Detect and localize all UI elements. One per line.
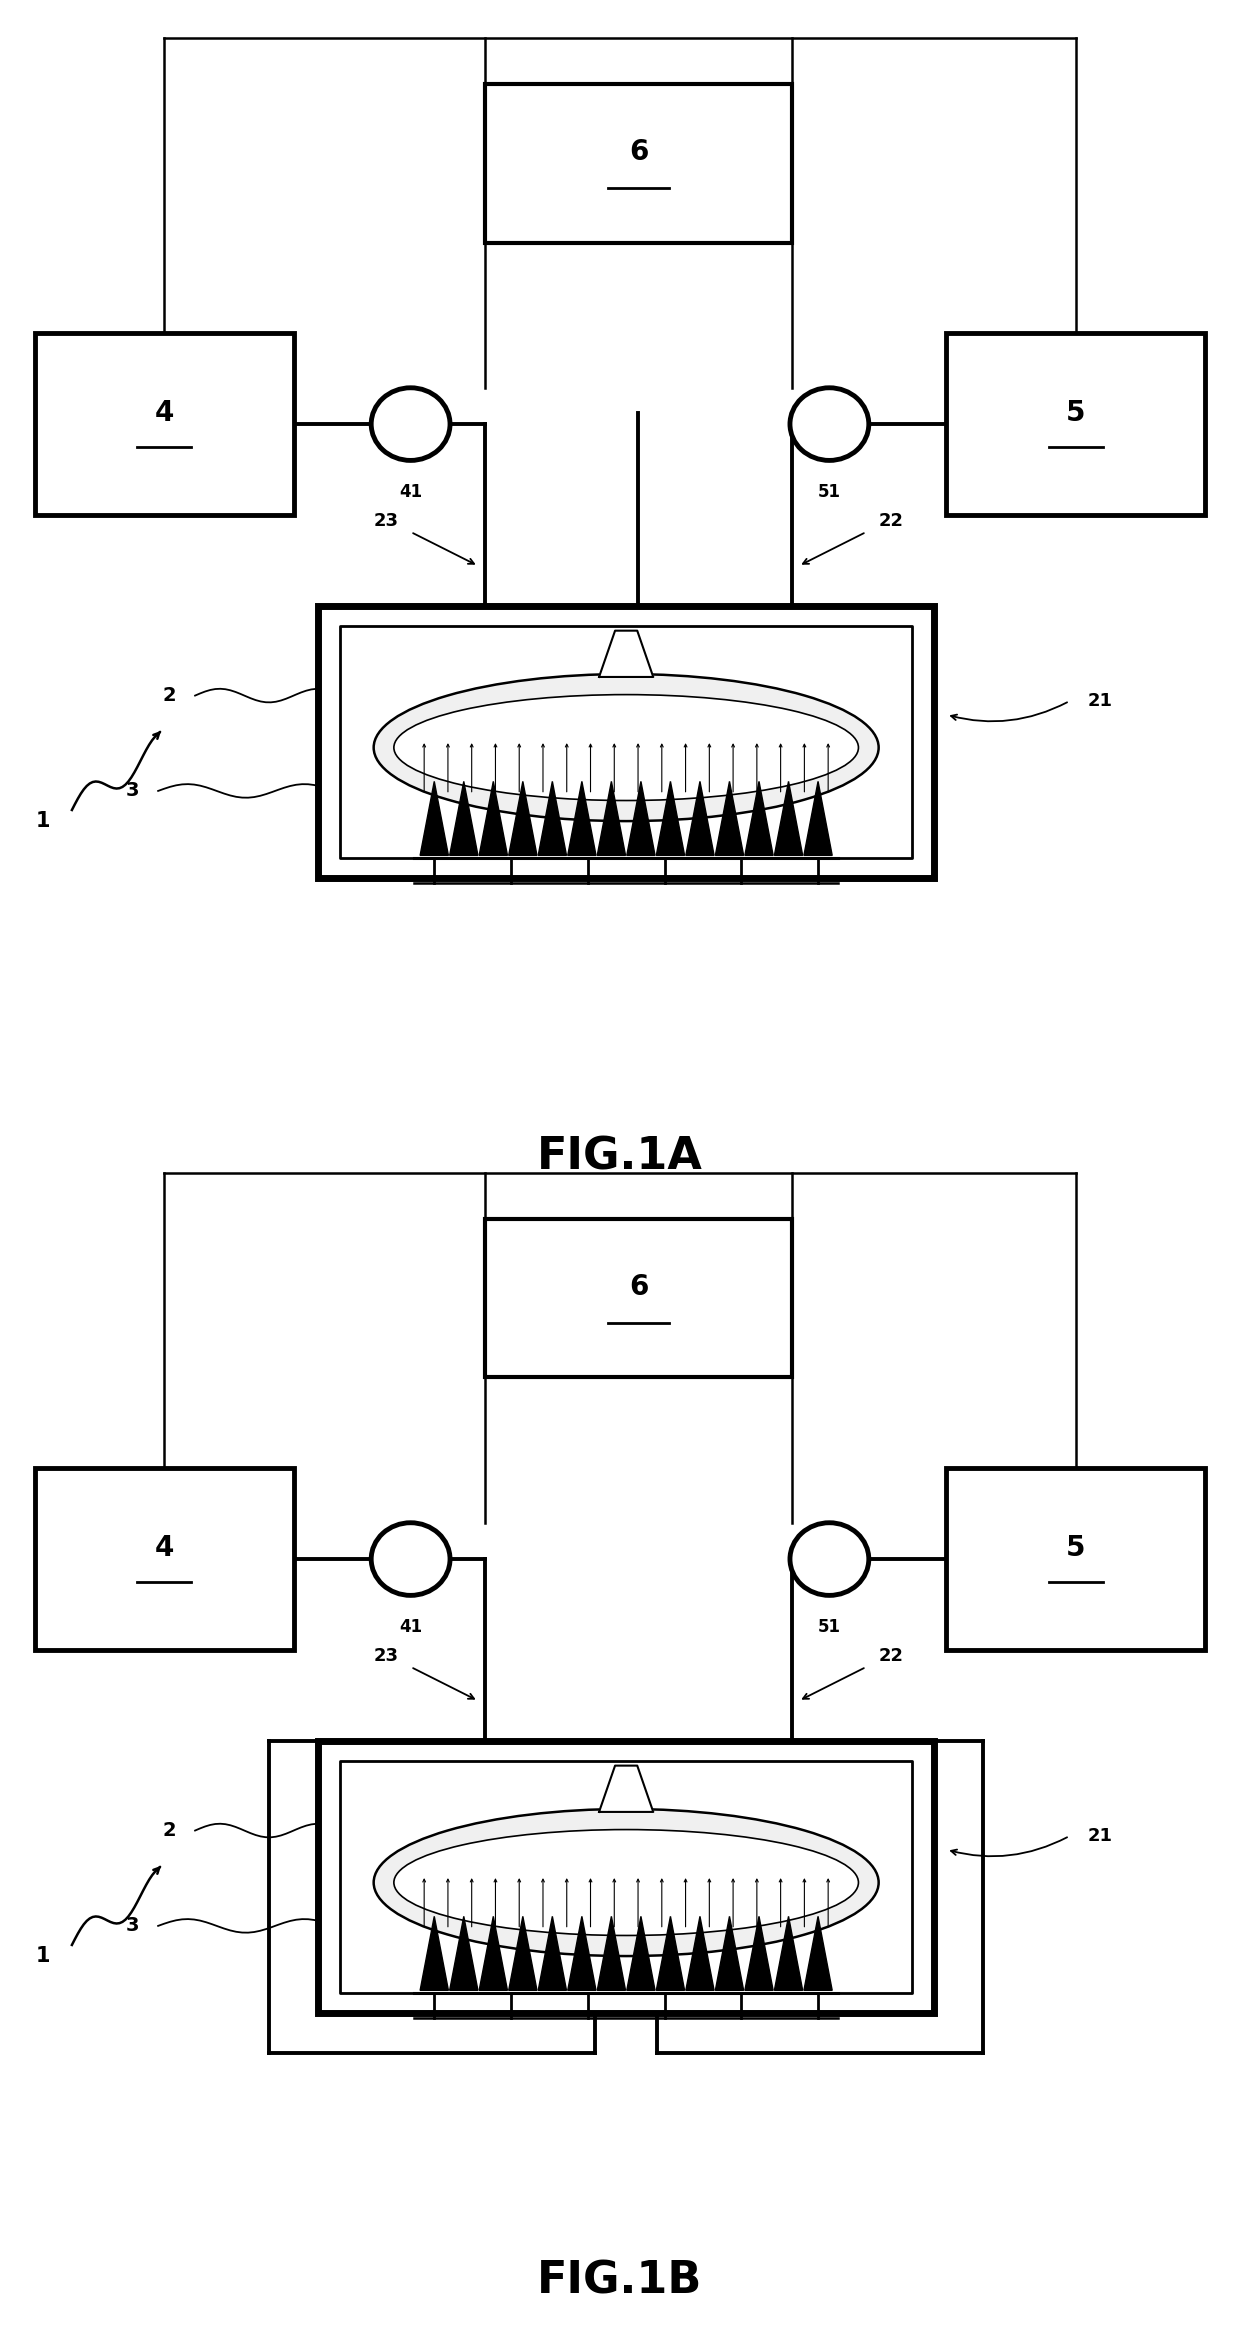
Polygon shape <box>599 1765 653 1812</box>
Polygon shape <box>420 782 449 855</box>
Text: 51: 51 <box>818 483 841 502</box>
Ellipse shape <box>373 1810 879 1957</box>
Polygon shape <box>479 782 507 855</box>
Ellipse shape <box>394 693 858 801</box>
Polygon shape <box>804 782 832 855</box>
Text: 51: 51 <box>818 1618 841 1637</box>
Polygon shape <box>598 1917 625 1989</box>
Polygon shape <box>450 782 477 855</box>
Polygon shape <box>450 1917 477 1989</box>
Bar <box>319 605 934 878</box>
Text: 5: 5 <box>1066 1534 1085 1562</box>
Polygon shape <box>745 1917 774 1989</box>
Text: 4: 4 <box>155 399 174 427</box>
Text: 22: 22 <box>879 511 904 530</box>
Bar <box>485 84 792 243</box>
Bar <box>485 1219 792 1378</box>
Text: 1: 1 <box>35 1947 50 1966</box>
Polygon shape <box>775 1917 802 1989</box>
Polygon shape <box>775 782 802 855</box>
Circle shape <box>371 388 450 460</box>
Bar <box>946 1469 1205 1651</box>
Polygon shape <box>568 1917 596 1989</box>
Polygon shape <box>715 782 744 855</box>
Bar <box>341 1761 911 1992</box>
Polygon shape <box>508 782 537 855</box>
Polygon shape <box>715 1917 744 1989</box>
Text: 41: 41 <box>399 483 422 502</box>
Polygon shape <box>686 782 714 855</box>
Ellipse shape <box>373 675 879 822</box>
Circle shape <box>790 1522 869 1595</box>
Polygon shape <box>686 1917 714 1989</box>
Polygon shape <box>538 1917 567 1989</box>
Polygon shape <box>626 782 655 855</box>
Polygon shape <box>538 782 567 855</box>
Polygon shape <box>656 1917 684 1989</box>
Text: 6: 6 <box>629 138 649 166</box>
Text: 6: 6 <box>629 1273 649 1301</box>
Text: 23: 23 <box>373 1646 398 1665</box>
Text: 21: 21 <box>1087 691 1114 710</box>
Bar <box>35 1469 294 1651</box>
Ellipse shape <box>394 1831 858 1936</box>
Bar <box>319 1740 934 2013</box>
Text: 1: 1 <box>35 810 50 831</box>
Polygon shape <box>626 1917 655 1989</box>
Text: 4: 4 <box>155 1534 174 1562</box>
Bar <box>341 626 911 857</box>
Polygon shape <box>508 1917 537 1989</box>
Polygon shape <box>656 782 684 855</box>
Bar <box>35 334 294 516</box>
Text: 3: 3 <box>126 1917 140 1936</box>
Text: FIG.1A: FIG.1A <box>537 1135 703 1179</box>
Circle shape <box>790 388 869 460</box>
Polygon shape <box>804 1917 832 1989</box>
Text: 3: 3 <box>126 782 140 801</box>
Polygon shape <box>568 782 596 855</box>
Text: 23: 23 <box>373 511 398 530</box>
Bar <box>946 334 1205 516</box>
Polygon shape <box>598 782 625 855</box>
Polygon shape <box>599 630 653 677</box>
Text: 5: 5 <box>1066 399 1085 427</box>
Text: 41: 41 <box>399 1618 422 1637</box>
Text: FIG.1B: FIG.1B <box>537 2260 703 2302</box>
Text: 22: 22 <box>879 1646 904 1665</box>
Text: 21: 21 <box>1087 1826 1114 1845</box>
Polygon shape <box>479 1917 507 1989</box>
Text: 2: 2 <box>162 1821 176 1840</box>
Circle shape <box>371 1522 450 1595</box>
Polygon shape <box>420 1917 449 1989</box>
Text: 2: 2 <box>162 686 176 705</box>
Polygon shape <box>745 782 774 855</box>
